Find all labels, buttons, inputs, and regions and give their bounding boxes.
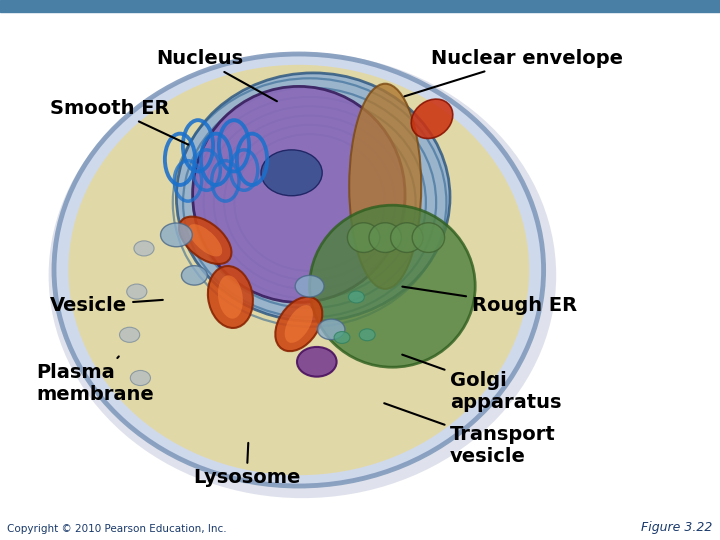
Ellipse shape	[411, 99, 453, 138]
Ellipse shape	[412, 222, 444, 253]
Ellipse shape	[193, 86, 405, 302]
Ellipse shape	[369, 222, 402, 253]
Ellipse shape	[295, 275, 324, 297]
Text: Lysosome: Lysosome	[193, 443, 300, 488]
Bar	[0, 0, 720, 12]
Ellipse shape	[349, 84, 421, 289]
Ellipse shape	[218, 275, 243, 319]
Text: Copyright © 2010 Pearson Education, Inc.: Copyright © 2010 Pearson Education, Inc.	[7, 523, 227, 534]
Ellipse shape	[48, 52, 557, 498]
Ellipse shape	[310, 205, 475, 367]
Ellipse shape	[284, 305, 313, 343]
Text: Figure 3.22: Figure 3.22	[642, 521, 713, 534]
Ellipse shape	[275, 297, 323, 351]
Ellipse shape	[179, 217, 231, 264]
Text: Nuclear envelope: Nuclear envelope	[405, 49, 623, 96]
Text: Transport
vesicle: Transport vesicle	[384, 403, 556, 466]
Ellipse shape	[176, 73, 450, 321]
Ellipse shape	[318, 319, 345, 340]
Text: Plasma
membrane: Plasma membrane	[36, 356, 154, 404]
Ellipse shape	[134, 241, 154, 256]
Text: Vesicle: Vesicle	[50, 295, 163, 315]
Ellipse shape	[334, 332, 350, 343]
Ellipse shape	[161, 223, 192, 247]
Ellipse shape	[54, 54, 544, 486]
Ellipse shape	[390, 222, 423, 253]
Ellipse shape	[348, 222, 380, 253]
Ellipse shape	[208, 266, 253, 328]
Ellipse shape	[68, 65, 529, 475]
Ellipse shape	[188, 224, 222, 256]
Text: Smooth ER: Smooth ER	[50, 98, 189, 145]
Ellipse shape	[348, 291, 364, 303]
Text: Rough ER: Rough ER	[402, 287, 577, 315]
Text: Golgi
apparatus: Golgi apparatus	[402, 355, 562, 412]
Ellipse shape	[181, 266, 207, 285]
Ellipse shape	[261, 150, 323, 195]
Ellipse shape	[127, 284, 147, 299]
Ellipse shape	[297, 347, 337, 377]
Text: Nucleus: Nucleus	[156, 49, 277, 101]
Ellipse shape	[130, 370, 150, 386]
Ellipse shape	[120, 327, 140, 342]
Ellipse shape	[359, 329, 375, 341]
